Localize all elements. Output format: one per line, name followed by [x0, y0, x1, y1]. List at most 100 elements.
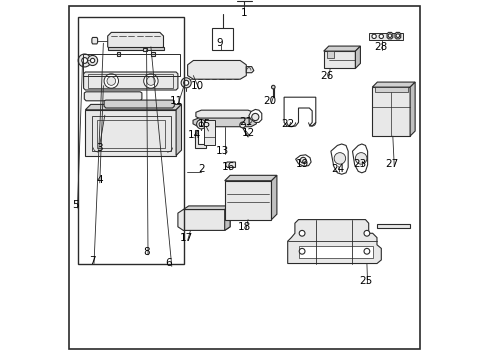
- Bar: [212, 28, 232, 50]
- Polygon shape: [224, 206, 230, 230]
- Polygon shape: [83, 72, 178, 90]
- Circle shape: [378, 34, 383, 39]
- Text: 21: 21: [239, 117, 252, 127]
- Polygon shape: [225, 162, 235, 167]
- Text: 28: 28: [373, 42, 386, 52]
- Polygon shape: [355, 46, 360, 68]
- Polygon shape: [284, 97, 315, 127]
- Text: 14: 14: [187, 130, 200, 140]
- Polygon shape: [183, 206, 230, 210]
- Polygon shape: [196, 110, 253, 120]
- Circle shape: [363, 248, 369, 254]
- Polygon shape: [194, 130, 205, 148]
- Polygon shape: [84, 92, 142, 101]
- Circle shape: [387, 34, 391, 37]
- Polygon shape: [85, 110, 176, 156]
- Text: 22: 22: [281, 119, 294, 129]
- Circle shape: [299, 230, 305, 236]
- Text: 12: 12: [241, 128, 254, 138]
- Bar: [78, 17, 184, 264]
- Circle shape: [87, 55, 98, 66]
- Polygon shape: [374, 87, 407, 92]
- Polygon shape: [371, 87, 409, 136]
- Circle shape: [251, 113, 258, 121]
- Circle shape: [90, 58, 95, 63]
- Polygon shape: [271, 175, 276, 220]
- Polygon shape: [330, 144, 347, 174]
- Text: 2: 2: [198, 164, 204, 174]
- Text: 18: 18: [237, 222, 251, 232]
- Text: 7: 7: [89, 256, 96, 266]
- Text: 13: 13: [216, 146, 229, 156]
- Polygon shape: [246, 67, 253, 73]
- Text: 3: 3: [96, 143, 103, 153]
- Circle shape: [196, 120, 205, 129]
- Polygon shape: [107, 32, 163, 50]
- Polygon shape: [151, 52, 154, 56]
- Polygon shape: [409, 82, 414, 136]
- Polygon shape: [178, 210, 230, 230]
- Text: 15: 15: [198, 119, 211, 129]
- Circle shape: [239, 122, 245, 128]
- Polygon shape: [107, 47, 163, 50]
- Circle shape: [199, 122, 203, 126]
- Polygon shape: [224, 175, 276, 181]
- Polygon shape: [323, 51, 355, 68]
- Circle shape: [371, 34, 375, 39]
- Polygon shape: [326, 51, 334, 58]
- Text: 19: 19: [295, 159, 308, 169]
- Circle shape: [104, 74, 118, 88]
- Text: 4: 4: [96, 175, 103, 185]
- Bar: [97, 120, 165, 148]
- Bar: [91, 116, 170, 151]
- Polygon shape: [352, 144, 367, 173]
- Polygon shape: [193, 118, 256, 127]
- Circle shape: [181, 78, 191, 88]
- Text: 16: 16: [221, 162, 234, 172]
- Circle shape: [78, 54, 91, 67]
- Circle shape: [355, 153, 366, 164]
- Circle shape: [300, 157, 305, 163]
- Circle shape: [81, 58, 87, 63]
- Polygon shape: [376, 224, 409, 228]
- Text: 6: 6: [165, 258, 172, 268]
- Circle shape: [107, 77, 115, 85]
- Text: 25: 25: [359, 276, 372, 286]
- Circle shape: [271, 85, 275, 89]
- Text: 20: 20: [263, 96, 276, 106]
- Polygon shape: [394, 32, 400, 39]
- Circle shape: [395, 34, 399, 37]
- Polygon shape: [92, 37, 98, 44]
- Bar: [204, 120, 215, 145]
- Polygon shape: [187, 60, 246, 79]
- Circle shape: [143, 74, 158, 88]
- Text: 1: 1: [241, 8, 247, 18]
- Circle shape: [146, 77, 155, 85]
- Polygon shape: [295, 155, 310, 166]
- Polygon shape: [272, 88, 273, 97]
- Text: 24: 24: [331, 164, 344, 174]
- Text: 10: 10: [191, 81, 204, 91]
- Polygon shape: [176, 104, 181, 156]
- Circle shape: [299, 248, 305, 254]
- Text: 23: 23: [352, 159, 366, 169]
- Circle shape: [183, 80, 188, 85]
- Polygon shape: [117, 52, 120, 56]
- Polygon shape: [323, 46, 360, 51]
- Text: 9: 9: [216, 38, 222, 48]
- Polygon shape: [104, 100, 174, 108]
- Polygon shape: [85, 104, 181, 110]
- Polygon shape: [386, 32, 392, 39]
- Polygon shape: [287, 220, 381, 264]
- Polygon shape: [142, 48, 146, 51]
- Text: 11: 11: [169, 96, 183, 106]
- Polygon shape: [368, 33, 402, 40]
- Bar: [82, 54, 179, 76]
- Text: 26: 26: [320, 71, 333, 81]
- Polygon shape: [299, 246, 372, 258]
- Polygon shape: [248, 109, 261, 122]
- Circle shape: [333, 153, 345, 164]
- Polygon shape: [224, 181, 271, 220]
- Text: 5: 5: [72, 200, 79, 210]
- Text: 17: 17: [179, 233, 192, 243]
